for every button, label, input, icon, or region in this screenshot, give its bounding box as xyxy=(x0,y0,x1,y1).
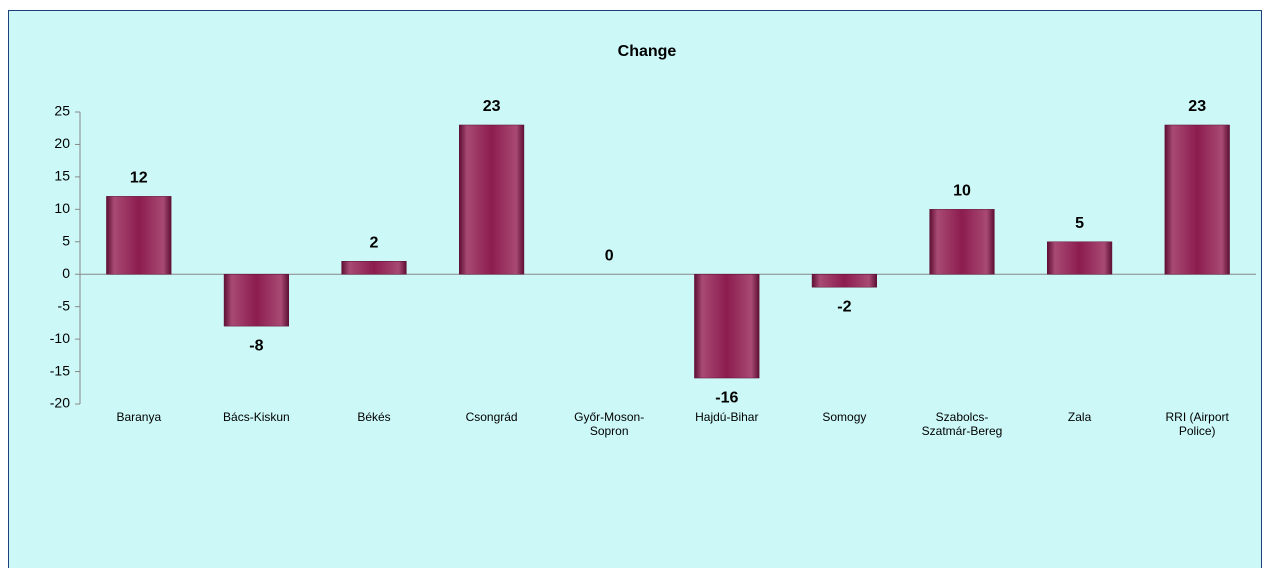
x-tick-label: Baranya xyxy=(116,410,162,424)
x-tick-label: Békés xyxy=(357,410,391,424)
bar xyxy=(106,196,172,275)
data-label: 23 xyxy=(1188,98,1206,115)
y-tick-label: 10 xyxy=(54,200,70,216)
data-label: 10 xyxy=(953,183,971,200)
bar xyxy=(1164,124,1230,275)
y-tick-label: -10 xyxy=(50,330,70,346)
bar xyxy=(223,273,289,327)
data-label: -8 xyxy=(249,337,263,354)
data-label: 2 xyxy=(370,234,379,251)
data-label: 0 xyxy=(605,247,614,264)
x-tick-label: Zala xyxy=(1067,410,1092,424)
y-tick-label: 25 xyxy=(54,103,70,119)
x-tick-label: Győr-Moson-Sopron xyxy=(574,410,645,438)
bar xyxy=(811,273,877,288)
y-tick-label: 5 xyxy=(62,232,70,248)
x-tick-label: Somogy xyxy=(822,410,867,424)
y-tick-label: -20 xyxy=(50,395,70,411)
x-tick-label: Csongrád xyxy=(465,410,518,424)
bar xyxy=(459,124,525,275)
x-tick-label: Bács-Kiskun xyxy=(223,410,290,424)
data-label: 5 xyxy=(1075,215,1084,232)
x-tick-label: RRI (Airport Police) xyxy=(1165,410,1229,438)
bar xyxy=(929,209,995,275)
y-tick-label: -15 xyxy=(50,362,70,378)
chart-title: Change xyxy=(618,43,677,60)
bar xyxy=(341,260,407,275)
chart-area xyxy=(8,10,1262,568)
bar xyxy=(694,273,760,379)
y-tick-label: 15 xyxy=(54,168,70,184)
y-tick-label: 20 xyxy=(54,135,70,151)
data-label: -16 xyxy=(715,389,738,406)
data-label: 23 xyxy=(483,98,501,115)
y-tick-label: 0 xyxy=(62,265,70,281)
y-tick-label: -5 xyxy=(58,297,71,313)
data-label: 12 xyxy=(130,170,148,187)
x-tick-label: Hajdú-Bihar xyxy=(695,410,759,424)
data-label: -2 xyxy=(837,298,851,315)
x-tick-label: Szabolcs-Szatmár-Bereg xyxy=(921,410,1003,438)
bar xyxy=(1047,241,1113,275)
